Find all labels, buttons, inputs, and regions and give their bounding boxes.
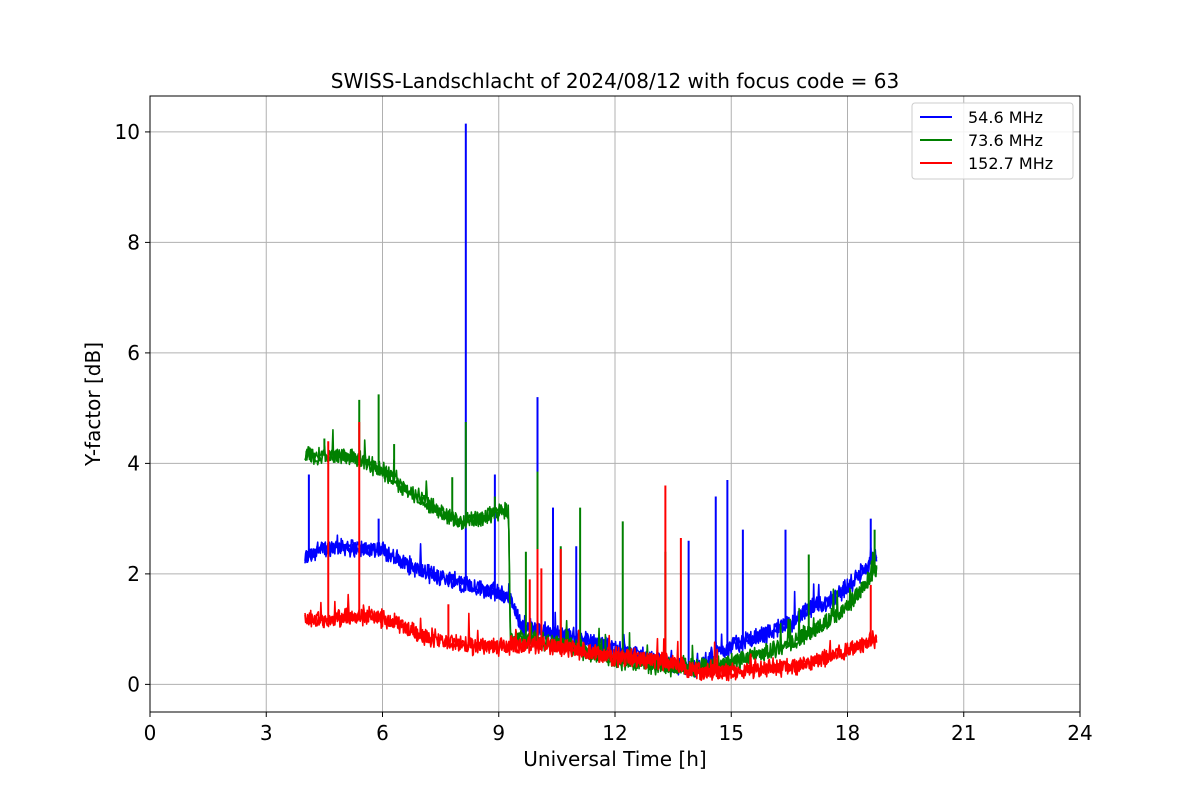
y-tick-label: 2 [127,562,140,586]
x-tick-label: 24 [1067,721,1092,745]
x-tick-label: 21 [951,721,976,745]
x-tick-label: 3 [260,721,273,745]
y-tick-label: 8 [127,230,140,254]
legend-label: 73.6 MHz [968,131,1043,150]
x-tick-label: 18 [835,721,860,745]
y-tick-label: 4 [127,451,140,475]
series-152-7-mhz [304,421,878,682]
legend-box [911,102,1074,180]
y-tick-label: 6 [127,341,140,365]
y-tick-label: 10 [115,120,140,144]
data-series [304,123,878,682]
y-tick-label: 0 [127,672,140,696]
legend-label: 152.7 MHz [968,154,1053,173]
x-axis-label: Universal Time [h] [523,747,706,771]
legend: 54.6 MHz 73.6 MHz 152.7 MHz [911,102,1074,180]
x-tick-label: 9 [492,721,505,745]
chart-title: SWISS-Landschlacht of 2024/08/12 with fo… [331,69,899,93]
x-tick-label: 6 [376,721,389,745]
series-line [304,534,878,678]
y-axis-label: Y-factor [dB] [81,342,105,467]
legend-label: 54.6 MHz [968,108,1043,127]
x-tick-label: 0 [144,721,157,745]
x-tick-label: 15 [719,721,744,745]
series-line-band [304,609,878,680]
x-tick-label: 12 [602,721,627,745]
